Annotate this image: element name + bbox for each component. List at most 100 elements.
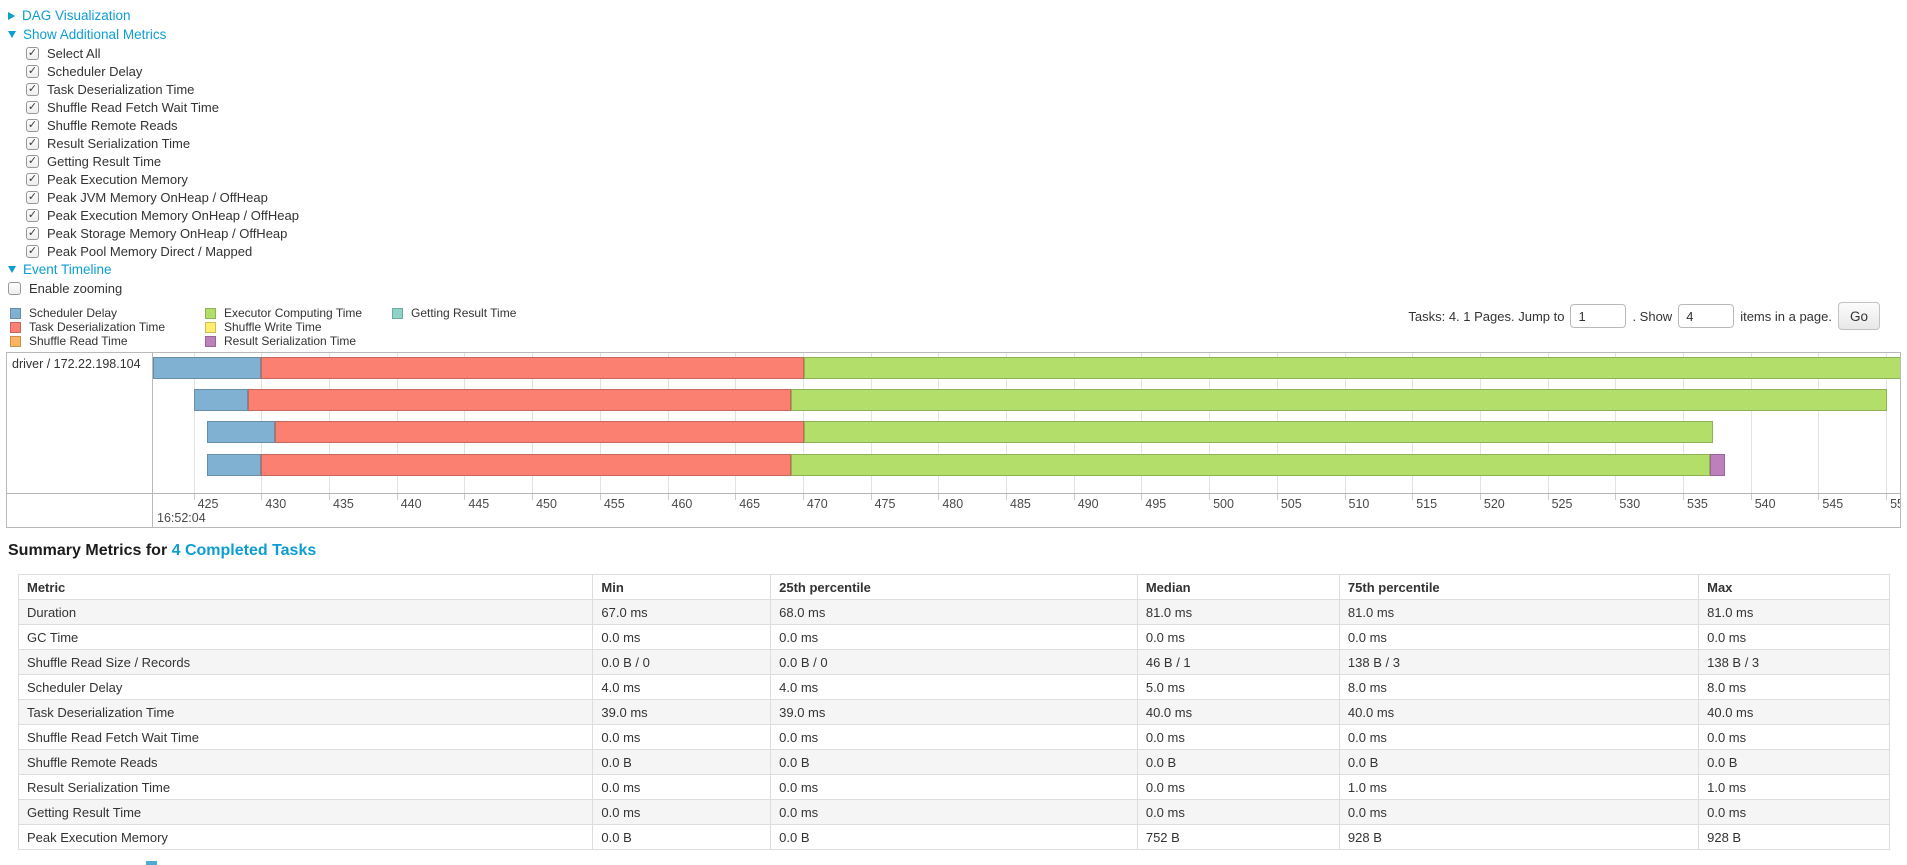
enable-zooming-checkbox[interactable]: ✓ [8,281,21,295]
tick-label: 480 [942,497,964,511]
task-segment-scheduler-delay[interactable] [153,357,262,379]
metric-checkbox[interactable]: ✓ [26,136,39,150]
metric-name-cell: Duration [17,599,594,625]
metric-name-cell: Getting Result Time [17,799,594,825]
task-segment-executor-computing[interactable] [804,357,1900,379]
enable-zooming-label[interactable]: Enable zooming [29,280,123,296]
task-segment-scheduler-delay[interactable] [207,453,262,476]
go-button[interactable]: Go [1837,302,1880,330]
metric-checkbox[interactable]: ✓ [26,190,39,204]
task-segment-scheduler-delay[interactable] [207,421,275,444]
metric-value-cell: 40.0 ms [1136,699,1340,725]
completed-tasks-link[interactable]: 4 Completed Tasks [171,542,317,559]
metric-value-cell: 81.0 ms [1136,599,1340,625]
table-row: Getting Result Time 0.0 ms 0.0 ms 0.0 ms 0.0… [17,799,1890,825]
metric-value-cell: 0.0 ms [1136,624,1340,650]
legend-entry: Shuffle Write Time [205,320,392,334]
metric-checkbox-label[interactable]: Peak Execution Memory [47,171,188,187]
collapsed-arrow-icon [8,11,15,20]
metric-value-cell: 5.0 ms [1136,674,1340,700]
tick-label: 430 [265,497,287,511]
scheduler-delay-swatch-icon [10,307,21,319]
metric-checkbox-label[interactable]: Scheduler Delay [47,63,143,79]
task-segment-result-serialization[interactable] [1710,453,1725,476]
tick-mark [667,494,669,500]
timeline-legend: Scheduler Delay Task Deserialization Time… [10,306,516,348]
shuffle-write-swatch-icon [205,321,216,333]
items-per-page-input[interactable] [1678,304,1735,328]
metric-checkbox-label[interactable]: Shuffle Read Fetch Wait Time [47,99,219,115]
jump-to-page-input[interactable] [1570,304,1627,328]
tick-label: 465 [739,497,761,511]
task-segment-executor-computing[interactable] [790,453,1711,476]
metric-value-cell: 1.0 ms [1698,774,1890,800]
metric-checkbox-row: ✓ Peak Execution Memory OnHeap / OffHeap [26,206,299,224]
metric-value-cell: 0.0 ms [1136,774,1340,800]
metric-value-cell: 40.0 ms [1698,699,1890,725]
task-deserialization-swatch-icon [10,321,21,333]
column-header: 75th percentile [1338,574,1700,600]
show-additional-metrics-label[interactable]: Show Additional Metrics [23,27,167,42]
tick-mark [1818,494,1820,500]
metric-name-cell: Scheduler Delay [17,674,594,700]
metric-checkbox-label[interactable]: Result Serialization Time [47,135,191,151]
tick-mark [802,494,804,500]
metric-value-cell: 0.0 ms [1698,724,1890,750]
table-row: Scheduler Delay 4.0 ms 4.0 ms 5.0 ms 8.0 ms 8… [17,674,1890,700]
metric-checkbox[interactable]: ✓ [26,82,39,96]
column-header: Median [1136,574,1340,600]
task-segment-task-deserialization[interactable] [261,357,805,379]
metric-checkbox-label[interactable]: Peak JVM Memory OnHeap / OffHeap [47,189,268,205]
metric-checkbox[interactable]: ✓ [26,208,39,222]
tick-mark [870,494,872,500]
gridline [193,353,195,493]
task-segment-executor-computing[interactable] [804,421,1713,444]
metric-checkbox-label[interactable]: Shuffle Remote Reads [47,117,178,133]
expanded-arrow-icon [8,266,16,273]
metric-checkbox[interactable]: ✓ [26,226,39,240]
metric-checkbox-label[interactable]: Task Deserialization Time [47,81,195,97]
task-segment-scheduler-delay[interactable] [193,389,248,412]
metric-checkbox[interactable]: ✓ [26,100,39,114]
task-segment-task-deserialization[interactable] [247,389,791,412]
tick-mark [1479,494,1481,500]
metric-checkbox[interactable]: ✓ [26,64,39,78]
legend-entry: Shuffle Read Time [10,334,205,348]
metric-checkbox[interactable]: ✓ [26,172,39,186]
metric-value-cell: 81.0 ms [1338,599,1700,625]
metric-checkbox-row: ✓ Peak JVM Memory OnHeap / OffHeap [26,188,299,206]
show-text: . Show [1632,308,1673,324]
metric-checkbox[interactable]: ✓ [26,154,39,168]
metric-checkbox-label[interactable]: Select All [47,45,101,61]
task-segment-task-deserialization[interactable] [261,453,791,476]
column-header: Metric [17,574,594,600]
metric-checkbox-label[interactable]: Peak Storage Memory OnHeap / OffHeap [47,225,288,241]
legend-label: Executor Computing Time [224,306,363,320]
metric-value-cell: 0.0 ms [1338,724,1700,750]
timeline-plot-area: 425 430 435 440 445 450 455 460 465 470 475 480 485 4… [153,353,1900,527]
metric-checkbox-label[interactable]: Peak Execution Memory OnHeap / OffHeap [47,207,299,223]
metric-value-cell: 4.0 ms [770,674,1138,700]
metric-checkbox-label[interactable]: Getting Result Time [47,153,162,169]
tick-label: 495 [1145,497,1167,511]
legend-entry: Executor Computing Time [205,306,392,320]
tick-mark [532,494,534,500]
task-segment-task-deserialization[interactable] [274,421,805,444]
tick-label: 485 [1010,497,1031,511]
dag-visualization-toggle[interactable]: DAG Visualization [8,6,299,25]
dag-visualization-label[interactable]: DAG Visualization [22,8,131,23]
event-timeline-toggle[interactable]: Event Timeline [8,260,299,279]
metric-checkbox[interactable]: ✓ [26,118,39,132]
metric-checkbox[interactable]: ✓ [26,244,39,258]
metric-name-cell: Result Serialization Time [17,774,594,800]
task-segment-executor-computing[interactable] [790,389,1888,412]
event-timeline-label[interactable]: Event Timeline [23,262,112,277]
show-additional-metrics-toggle[interactable]: Show Additional Metrics [8,25,299,44]
metric-checkbox[interactable]: ✓ [26,46,39,60]
tick-mark [464,494,466,500]
table-row: Task Deserialization Time 39.0 ms 39.0 ms 4… [17,699,1890,725]
metric-value-cell: 81.0 ms [1698,599,1890,625]
metric-value-cell: 138 B / 3 [1338,649,1700,675]
metric-checkbox-label[interactable]: Peak Pool Memory Direct / Mapped [47,243,253,259]
tick-mark [261,494,263,500]
